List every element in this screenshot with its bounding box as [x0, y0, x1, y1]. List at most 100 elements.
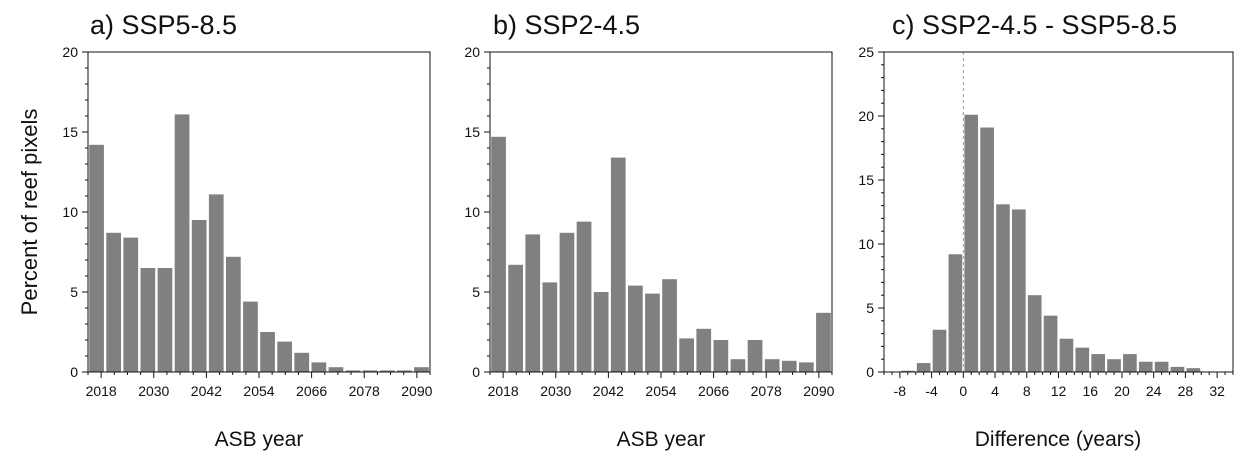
bar: [964, 114, 979, 372]
y-tick-label: 0: [866, 364, 874, 380]
x-tick-label: 2090: [401, 383, 432, 399]
bar: [559, 232, 575, 372]
panel-c-title: c) SSP2-4.5 - SSP5-8.5: [892, 10, 1177, 40]
x-tick-label: 12: [1051, 383, 1067, 399]
x-tick-label: 2078: [349, 383, 380, 399]
bar: [1170, 366, 1185, 372]
panel-c-y-axis: 0 5 10 15 20 25: [858, 44, 884, 380]
bar: [1059, 338, 1074, 372]
bar: [226, 256, 241, 372]
x-tick-label: 2090: [803, 383, 834, 399]
bar: [140, 268, 156, 372]
panel-b-chart: b) SSP2-4.5 0 5 10 15 20 2018 2030 2042 2054 206…: [464, 10, 834, 451]
bar: [948, 254, 963, 372]
bar: [1075, 347, 1090, 372]
y-tick-label: 20: [464, 44, 480, 60]
x-tick-label: 4: [991, 383, 999, 399]
bar: [932, 329, 947, 372]
bar: [730, 359, 746, 372]
bar: [362, 370, 378, 372]
bar: [345, 370, 361, 372]
bar: [610, 157, 626, 372]
x-tick-label: 16: [1082, 383, 1098, 399]
bar: [294, 352, 310, 372]
x-tick-label: 32: [1209, 383, 1225, 399]
bar: [123, 237, 139, 372]
panel-a-plot-frame: [87, 51, 431, 373]
bar: [1012, 209, 1026, 372]
panel-b-plot-frame: [489, 51, 833, 373]
x-tick-label: 2066: [698, 383, 729, 399]
x-tick-label: 2042: [191, 383, 222, 399]
y-tick-label: 5: [866, 300, 874, 316]
y-tick-label: 0: [70, 364, 78, 380]
panel-a-title: a) SSP5-8.5: [90, 10, 237, 40]
bar: [662, 279, 677, 372]
panel-b-y-axis: 0 5 10 15 20: [464, 44, 490, 380]
bar: [1107, 359, 1121, 372]
bar: [1091, 354, 1105, 372]
y-tick-label: 15: [464, 124, 480, 140]
bar: [491, 136, 506, 372]
y-tick-label: 25: [858, 44, 874, 60]
bar: [277, 341, 293, 372]
x-tick-label: 2054: [243, 383, 274, 399]
bar: [900, 370, 915, 372]
y-tick-label: 0: [472, 364, 480, 380]
bar: [1138, 361, 1153, 372]
x-tick-label: 2066: [296, 383, 327, 399]
bar: [397, 370, 412, 372]
bar: [816, 312, 831, 372]
x-tick-label: 2030: [540, 383, 571, 399]
bar: [799, 362, 814, 372]
bar: [1027, 295, 1042, 372]
panel-c-plot-frame: [883, 51, 1234, 373]
x-tick-label: 2054: [645, 383, 676, 399]
x-tick-label: 0: [959, 383, 967, 399]
bar: [747, 340, 763, 372]
panel-a-chart: a) SSP5-8.5 0 5 10 15 20 2018 2030 2042 2054 206…: [62, 10, 432, 451]
x-tick-label: -4: [925, 383, 938, 399]
x-tick-label: 24: [1146, 383, 1162, 399]
bar: [525, 234, 541, 372]
x-tick-label: 8: [1023, 383, 1031, 399]
bar: [508, 264, 524, 372]
panel-c-x-axis: -8 -4 0 4 8 12 16 20 24 28 32: [883, 372, 1234, 399]
bar: [1043, 315, 1058, 372]
panel-a-y-axis: 0 5 10 15 20: [62, 44, 88, 380]
bar: [414, 367, 429, 372]
bar: [208, 194, 224, 372]
y-tick-label: 5: [70, 284, 78, 300]
bar: [1123, 354, 1137, 372]
y-tick-label: 10: [464, 204, 480, 220]
y-tick-label: 15: [858, 172, 874, 188]
bar: [980, 127, 994, 373]
bar: [696, 328, 712, 372]
panel-b-x-axis-label: ASB year: [617, 428, 706, 451]
bar: [916, 363, 931, 372]
panel-c-bars: [900, 114, 1201, 373]
panel-b-x-axis: 2018 2030 2042 2054 2066 2078 2090: [488, 372, 835, 399]
bar: [328, 367, 344, 372]
bar: [593, 292, 609, 372]
bar: [157, 268, 173, 372]
bar: [542, 282, 558, 372]
x-tick-label: 2042: [593, 383, 624, 399]
y-axis-label: Percent of reef pixels: [17, 109, 42, 316]
bar: [191, 220, 207, 372]
panel-a-x-axis-label: ASB year: [215, 428, 304, 451]
panel-a-bars: [89, 114, 429, 373]
y-tick-label: 20: [858, 108, 874, 124]
x-tick-label: -8: [894, 383, 907, 399]
bar: [311, 362, 327, 372]
bar: [106, 232, 122, 372]
bar: [379, 370, 395, 372]
panel-c-chart: c) SSP2-4.5 - SSP5-8.5 0 5 10 15 20 25 -8 -4 0 4…: [858, 10, 1234, 451]
x-tick-label: 2030: [138, 383, 169, 399]
y-tick-label: 15: [62, 124, 78, 140]
x-tick-label: 2018: [86, 383, 117, 399]
panel-a-x-axis: 2018 2030 2042 2054 2066 2078 2090: [86, 372, 433, 399]
y-tick-label: 10: [858, 236, 874, 252]
x-tick-label: 2018: [488, 383, 519, 399]
bar: [645, 293, 660, 372]
